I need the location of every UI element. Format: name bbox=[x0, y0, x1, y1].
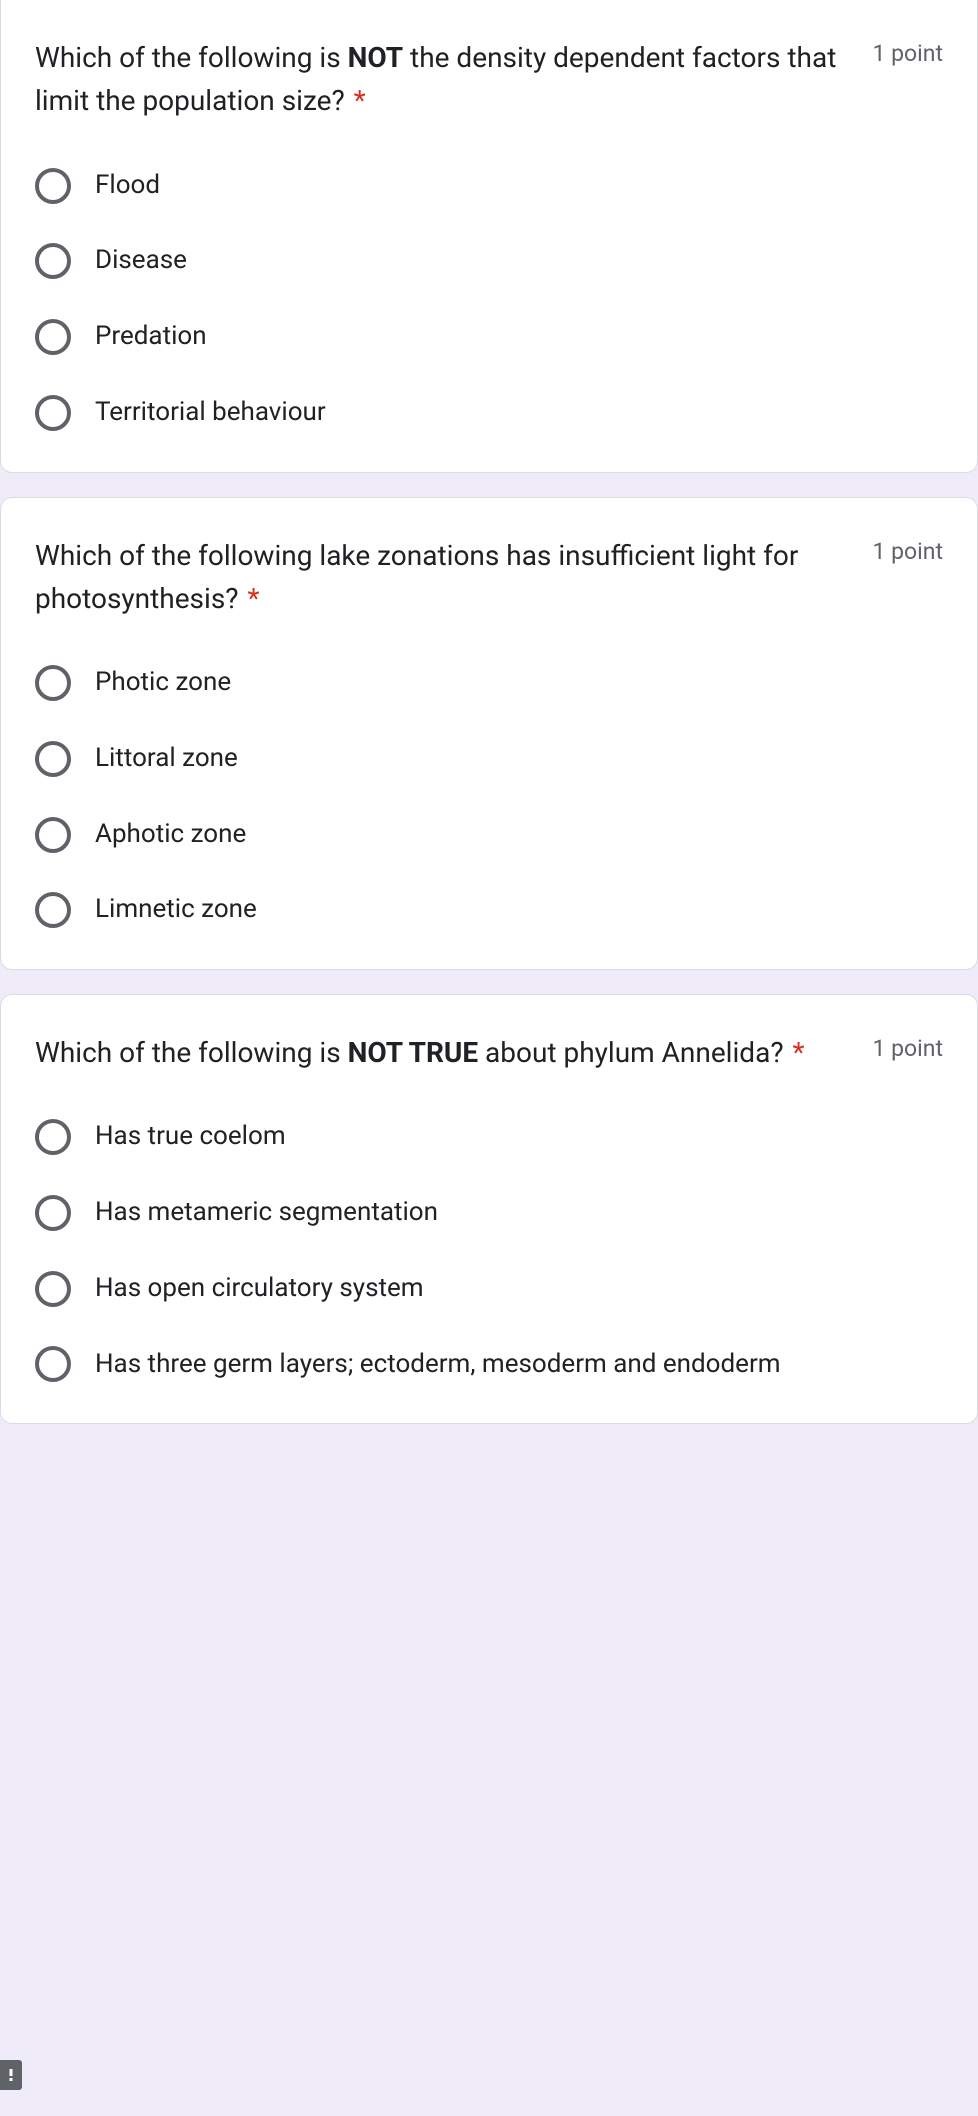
option-label: Disease bbox=[95, 242, 187, 280]
question-card: Which of the following is NOT TRUE about… bbox=[0, 994, 978, 1424]
option-row[interactable]: Predation bbox=[35, 318, 943, 356]
option-row[interactable]: Has metameric segmentation bbox=[35, 1194, 943, 1232]
radio-icon[interactable] bbox=[35, 319, 71, 355]
report-icon bbox=[6, 2068, 16, 2082]
question-text-part: Which of the following is bbox=[35, 1036, 348, 1069]
option-row[interactable]: Aphotic zone bbox=[35, 816, 943, 854]
question-card: Which of the following lake zonations ha… bbox=[0, 497, 978, 971]
question-text-bold: NOT bbox=[348, 41, 404, 74]
radio-icon[interactable] bbox=[35, 1195, 71, 1231]
options-group: Has true coelom Has metameric segmentatio… bbox=[35, 1118, 943, 1383]
points-label: 1 point bbox=[873, 1031, 943, 1062]
option-row[interactable]: Territorial behaviour bbox=[35, 394, 943, 432]
question-text-part: Which of the following lake zonations ha… bbox=[35, 539, 798, 615]
option-row[interactable]: Flood bbox=[35, 167, 943, 205]
question-text: Which of the following is NOT TRUE about… bbox=[35, 1031, 853, 1074]
options-group: Flood Disease Predation Territorial behavio… bbox=[35, 167, 943, 432]
radio-icon[interactable] bbox=[35, 817, 71, 853]
radio-icon[interactable] bbox=[35, 395, 71, 431]
question-card: Which of the following is NOT the densit… bbox=[0, 0, 978, 473]
radio-icon[interactable] bbox=[35, 243, 71, 279]
option-label: Photic zone bbox=[95, 664, 231, 702]
question-text: Which of the following is NOT the densit… bbox=[35, 36, 853, 123]
radio-icon[interactable] bbox=[35, 741, 71, 777]
option-label: Has true coelom bbox=[95, 1118, 286, 1156]
radio-icon[interactable] bbox=[35, 168, 71, 204]
radio-icon[interactable] bbox=[35, 665, 71, 701]
radio-icon[interactable] bbox=[35, 1119, 71, 1155]
option-label: Has three germ layers; ectoderm, mesoder… bbox=[95, 1346, 781, 1384]
option-row[interactable]: Has open circulatory system bbox=[35, 1270, 943, 1308]
points-label: 1 point bbox=[873, 534, 943, 565]
question-header: Which of the following is NOT the densit… bbox=[35, 36, 943, 123]
question-text: Which of the following lake zonations ha… bbox=[35, 534, 853, 621]
required-asterisk: * bbox=[786, 1036, 805, 1069]
points-label: 1 point bbox=[873, 36, 943, 67]
question-text-bold: NOT TRUE bbox=[348, 1036, 479, 1069]
option-label: Predation bbox=[95, 318, 207, 356]
question-header: Which of the following is NOT TRUE about… bbox=[35, 1031, 943, 1074]
options-group: Photic zone Littoral zone Aphotic zone Limn… bbox=[35, 664, 943, 929]
option-row[interactable]: Has true coelom bbox=[35, 1118, 943, 1156]
option-label: Littoral zone bbox=[95, 740, 238, 778]
radio-icon[interactable] bbox=[35, 1346, 71, 1382]
option-label: Territorial behaviour bbox=[95, 394, 326, 432]
radio-icon[interactable] bbox=[35, 1271, 71, 1307]
option-label: Has metameric segmentation bbox=[95, 1194, 438, 1232]
required-asterisk: * bbox=[347, 84, 366, 117]
radio-icon[interactable] bbox=[35, 892, 71, 928]
question-header: Which of the following lake zonations ha… bbox=[35, 534, 943, 621]
option-row[interactable]: Has three germ layers; ectoderm, mesoder… bbox=[35, 1346, 943, 1384]
option-row[interactable]: Limnetic zone bbox=[35, 891, 943, 929]
question-text-part: about phylum Annelida? bbox=[478, 1036, 783, 1069]
option-row[interactable]: Photic zone bbox=[35, 664, 943, 702]
option-label: Aphotic zone bbox=[95, 816, 246, 854]
option-label: Flood bbox=[95, 167, 160, 205]
form-container: Which of the following is NOT the densit… bbox=[0, 0, 978, 1424]
option-row[interactable]: Littoral zone bbox=[35, 740, 943, 778]
option-label: Limnetic zone bbox=[95, 891, 257, 929]
option-label: Has open circulatory system bbox=[95, 1270, 424, 1308]
option-row[interactable]: Disease bbox=[35, 242, 943, 280]
report-badge[interactable] bbox=[0, 2060, 22, 2090]
required-asterisk: * bbox=[241, 582, 260, 615]
question-text-part: Which of the following is bbox=[35, 41, 348, 74]
